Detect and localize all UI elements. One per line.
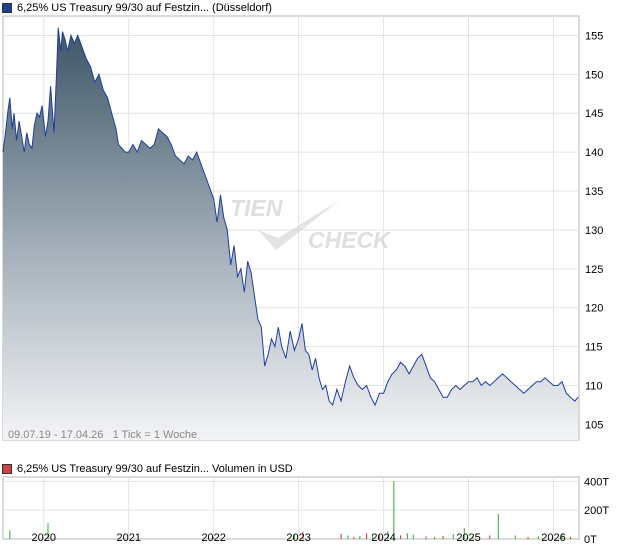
price-legend-label: 6,25% US Treasury 99/30 auf Festzin... (…	[17, 2, 272, 14]
x-tick-label: 2022	[201, 532, 225, 544]
volume-legend-label: 6,25% US Treasury 99/30 auf Festzin... V…	[17, 463, 293, 475]
volume-y-tick-label: 400T	[584, 476, 609, 488]
volume-legend-swatch	[2, 464, 12, 474]
price-line	[2, 27, 579, 407]
x-tick-label: 2024	[371, 532, 395, 544]
watermark-part1: TIEN	[230, 195, 283, 221]
price-y-tick-label: 105	[585, 419, 603, 431]
price-y-tick-label: 145	[585, 108, 603, 120]
x-tick-label: 2020	[32, 532, 56, 544]
volume-grid	[3, 477, 579, 539]
x-tick-label: 2023	[286, 532, 310, 544]
price-y-tick-label: 110	[585, 381, 603, 393]
volume-y-tick-label: 200T	[584, 505, 609, 517]
watermark-part2: CHECK	[308, 227, 391, 253]
volume-chart: 0T 200T 400T 2020 2021 2022 2023 2024 2025 2026	[2, 476, 609, 546]
x-axis-ticks: 2020 2021 2022 2023 2024 2025 2026	[32, 532, 566, 544]
price-area	[3, 27, 579, 440]
volume-plot-frame	[2, 476, 580, 540]
aktiencheck-watermark: TIEN CHECK	[230, 195, 391, 253]
price-y-tick-label: 120	[585, 303, 603, 315]
volume-y-tick-label: 0T	[584, 534, 597, 546]
price-y-tick-label: 155	[585, 30, 603, 42]
price-chart: 105 110 115 120 125 130 135 140 145 150 155 09.07.…	[2, 15, 603, 441]
x-tick-label: 2025	[456, 532, 480, 544]
x-tick-label: 2021	[116, 532, 140, 544]
date-range-info: 09.07.19 - 17.04.26 1 Tick = 1 Woche	[8, 429, 197, 441]
price-y-tick-label: 150	[585, 69, 603, 81]
volume-y-ticks: 0T 200T 400T	[584, 476, 609, 546]
price-y-tick-label: 115	[585, 342, 603, 354]
price-y-tick-label: 140	[585, 147, 603, 159]
x-tick-label: 2026	[541, 532, 565, 544]
price-y-ticks: 105 110 115 120 125 130 135 140 145 150 155	[585, 30, 603, 431]
volume-legend: 6,25% US Treasury 99/30 auf Festzin... V…	[2, 461, 293, 477]
price-legend: 6,25% US Treasury 99/30 auf Festzin... (…	[2, 0, 272, 16]
volume-bars	[9, 481, 572, 539]
price-y-tick-label: 135	[585, 186, 603, 198]
price-y-tick-label: 125	[585, 264, 603, 276]
price-legend-swatch	[2, 3, 12, 13]
price-y-tick-label: 130	[585, 225, 603, 237]
